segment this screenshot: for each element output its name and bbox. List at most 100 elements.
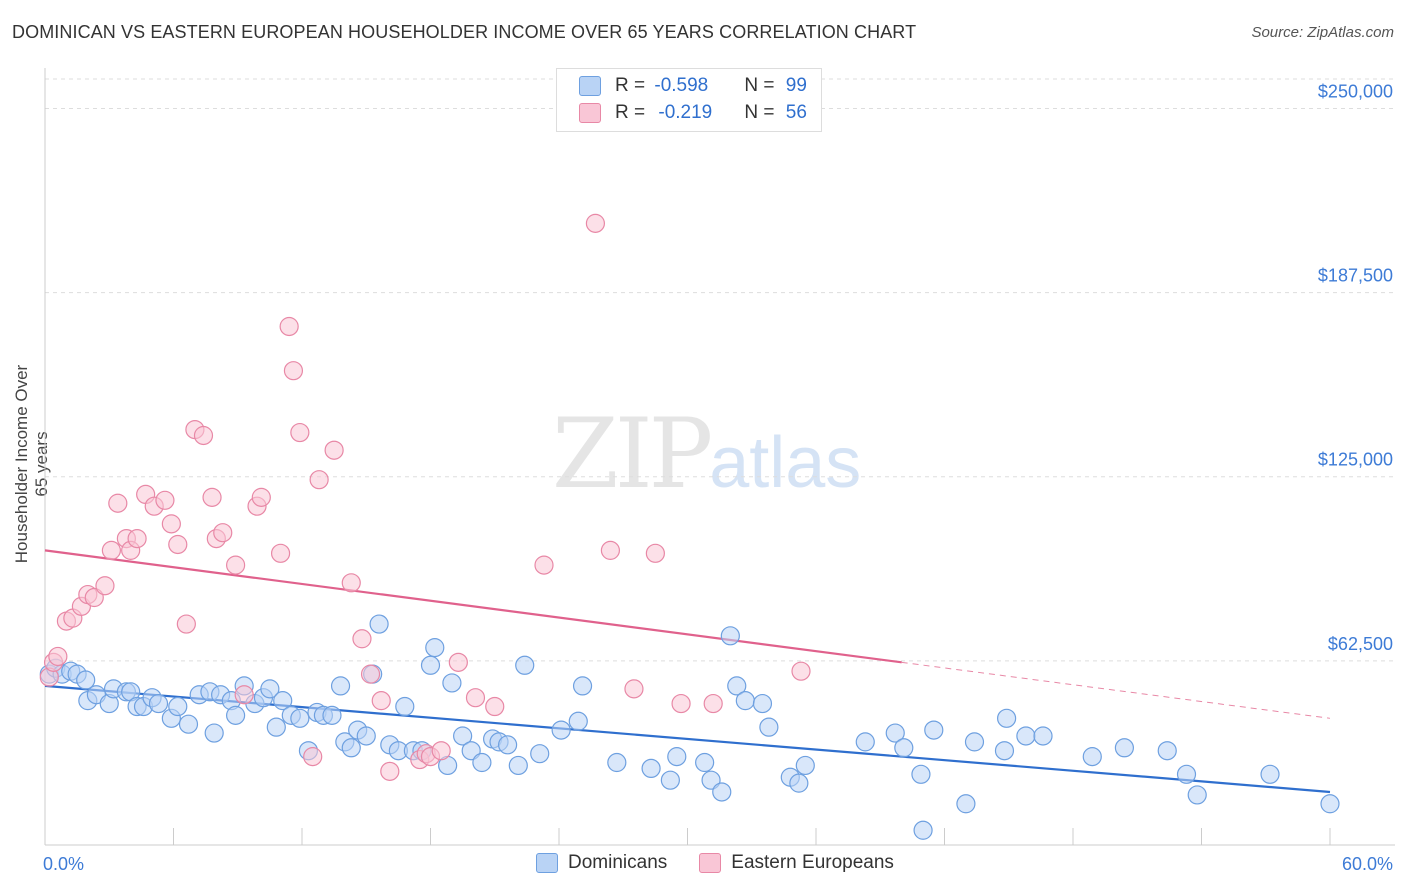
eastern-european-point — [202, 487, 222, 507]
dominican-point — [498, 735, 518, 755]
eastern-european-point — [791, 661, 811, 681]
eastern-european-point — [234, 685, 254, 705]
y-tick-label: $187,500 — [1318, 266, 1393, 286]
tick-labels: $62,500 $125,000 $187,500 $250,000 0.0% 60.0% — [43, 81, 1393, 874]
eastern-european-point — [485, 696, 505, 717]
eastern-european-point — [95, 576, 115, 596]
dominican-point — [530, 744, 550, 764]
eastern-european-point — [352, 629, 372, 649]
dominican-point — [572, 676, 593, 696]
dominican-point — [420, 655, 441, 675]
legend-item-dominicans: Dominicans — [536, 852, 667, 874]
eastern-european-point — [324, 440, 344, 460]
legend-swatch-dominicans — [536, 853, 558, 873]
y-tick-label: $250,000 — [1318, 81, 1393, 101]
eastern-european-point — [168, 534, 188, 555]
dominican-point — [551, 720, 571, 740]
eastern-european-point — [600, 540, 621, 560]
eastern-european-point — [360, 664, 381, 684]
dominican-point — [1157, 741, 1177, 761]
eastern-european-point — [127, 528, 147, 549]
legend-row-dominicans: R = -0.598 N = 99 — [579, 73, 807, 99]
legend-r-label: R = — [615, 75, 651, 96]
eastern-european-point — [193, 425, 214, 446]
eastern-european-point — [465, 688, 486, 708]
eastern-european-trend-line — [44, 549, 902, 664]
dominican-point — [956, 794, 976, 814]
eastern-european-point — [283, 361, 304, 381]
eastern-european-point — [303, 747, 323, 767]
dominican-point — [727, 676, 747, 696]
dominican-point — [759, 717, 779, 737]
legend-swatch-eastern-europeans — [699, 853, 722, 873]
dominican-point — [964, 732, 985, 752]
dominican-point — [266, 717, 286, 737]
dominican-point — [425, 638, 445, 658]
dominican-point — [994, 741, 1015, 761]
dominican-point — [735, 691, 755, 711]
eastern-european-point — [155, 490, 175, 510]
dominican-point — [1114, 738, 1135, 758]
eastern-european-point — [48, 646, 68, 667]
eastern-european-point — [341, 573, 361, 593]
source-label: Source: ZipAtlas.com — [1251, 24, 1394, 41]
dominican-point — [720, 626, 740, 646]
dominican-point — [515, 655, 535, 675]
eastern-european-point — [371, 691, 391, 711]
dominican-point — [322, 705, 342, 725]
eastern-european-point — [270, 543, 291, 563]
eastern-european-point — [380, 761, 400, 781]
legend-n-label: N = — [744, 102, 780, 123]
dominican-point — [508, 755, 528, 776]
eastern-european-point — [624, 679, 644, 699]
dominican-point — [752, 693, 773, 714]
dominican-point — [1187, 785, 1207, 805]
watermark-zip: ZIP — [552, 398, 713, 510]
axes — [44, 68, 1395, 846]
trend-lines — [44, 549, 1331, 794]
y-tick-label: $62,500 — [1328, 634, 1393, 654]
dominican-point — [855, 732, 875, 752]
dominican-point — [1016, 726, 1036, 746]
dominican-point — [712, 782, 732, 802]
legend-item-eastern-europeans: Eastern Europeans — [699, 852, 894, 874]
dominican-point — [395, 696, 415, 717]
correlation-legend: R = -0.598 N = 99 R = -0.219 N = 56 — [556, 68, 822, 132]
eastern-european-point — [213, 523, 233, 543]
legend-n-value: 56 — [785, 102, 807, 123]
dominican-point — [226, 705, 246, 725]
dominican-point — [178, 714, 199, 734]
dominican-point — [369, 614, 389, 634]
series-legend: Dominicans Eastern Europeans — [536, 852, 926, 874]
x-tick-label: 0.0% — [43, 854, 84, 874]
x-tick-label: 60.0% — [1342, 854, 1393, 874]
legend-n-value: 99 — [785, 75, 807, 96]
dominican-point — [667, 747, 687, 767]
dominican-point — [148, 693, 169, 714]
eastern-european-point — [645, 543, 665, 563]
dominican-point — [1033, 726, 1053, 746]
legend-swatch-eastern-europeans — [579, 103, 601, 123]
y-tick-label: $125,000 — [1318, 450, 1393, 470]
eastern-european-point — [309, 470, 329, 490]
legend-row-eastern-europeans: R = -0.219 N = 56 — [579, 100, 807, 126]
dominican-point — [660, 770, 680, 790]
dominican-point — [1176, 764, 1197, 784]
dominican-point — [641, 758, 661, 779]
legend-label-dominicans: Dominicans — [568, 852, 668, 873]
dominican-point — [273, 691, 293, 711]
legend-r-label: R = — [615, 102, 651, 123]
dominican-point — [695, 752, 715, 773]
eastern-european-point — [585, 213, 606, 233]
eastern-european-point — [431, 741, 451, 761]
gridlines — [45, 78, 1395, 662]
eastern-european-point — [161, 514, 181, 534]
eastern-european-point — [108, 493, 128, 513]
dominican-point — [290, 708, 310, 728]
eastern-european-point — [290, 422, 310, 443]
eastern-european-point — [448, 652, 468, 672]
eastern-european-point — [226, 555, 246, 575]
eastern-european-point — [703, 693, 723, 714]
watermark-atlas: atlas — [709, 423, 862, 503]
